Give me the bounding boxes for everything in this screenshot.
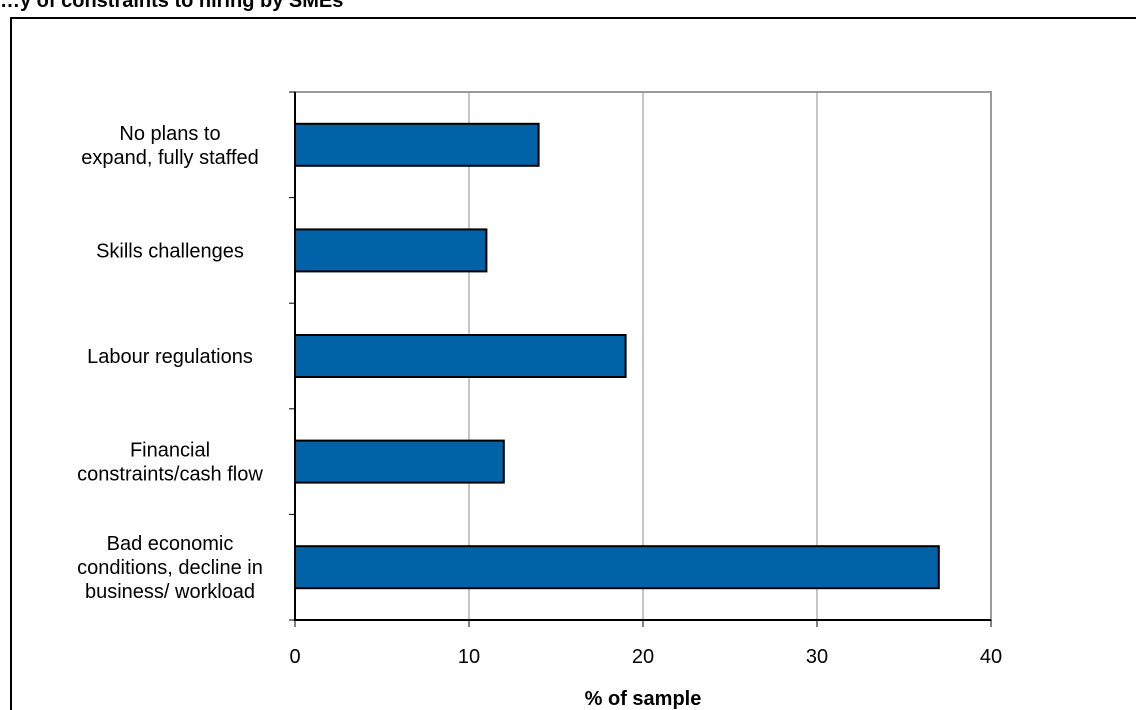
bars xyxy=(294,122,940,590)
category-label-4-line-1: conditions, decline in xyxy=(77,557,263,579)
chart-title: …y of constraints to hiring by SMEs xyxy=(0,0,344,12)
category-label-4-line-2: business/ workload xyxy=(85,581,255,603)
x-axis-title: % of sample xyxy=(585,688,702,710)
bar-0 xyxy=(294,122,540,167)
x-tick-label-30: 30 xyxy=(806,646,828,668)
category-label-3-line-0: Financial xyxy=(130,440,210,462)
category-label-4-line-0: Bad economic xyxy=(107,533,234,555)
category-label-1-line-0: Skills challenges xyxy=(96,240,244,262)
category-label-2: Labour regulations xyxy=(87,346,253,368)
bar-3 xyxy=(294,439,505,484)
bar-4 xyxy=(294,545,940,590)
x-tick-label-10: 10 xyxy=(458,646,480,668)
category-label-3: Financial constraints/cash flow xyxy=(77,440,263,486)
category-label-2-line-0: Labour regulations xyxy=(87,346,253,368)
category-label-3-line-1: constraints/cash flow xyxy=(77,464,263,486)
tick-labels: 0 10 20 30 40 xyxy=(289,646,1002,668)
x-tick-label-0: 0 xyxy=(289,646,300,668)
category-label-0-line-1: expand, fully staffed xyxy=(81,147,259,169)
bar-1 xyxy=(294,228,488,273)
x-tick-label-40: 40 xyxy=(980,646,1002,668)
chart-frame xyxy=(10,17,1136,710)
bar-2 xyxy=(294,334,627,378)
axes xyxy=(289,91,992,627)
category-labels: No plans to expand, fully staffed Skills c… xyxy=(77,123,263,603)
category-label-4: Bad economic conditions, decline in busine… xyxy=(77,533,263,603)
category-label-1: Skills challenges xyxy=(96,240,244,262)
category-label-0: No plans to expand, fully staffed xyxy=(81,123,259,169)
x-tick-label-20: 20 xyxy=(632,646,654,668)
category-label-0-line-0: No plans to xyxy=(119,123,220,145)
